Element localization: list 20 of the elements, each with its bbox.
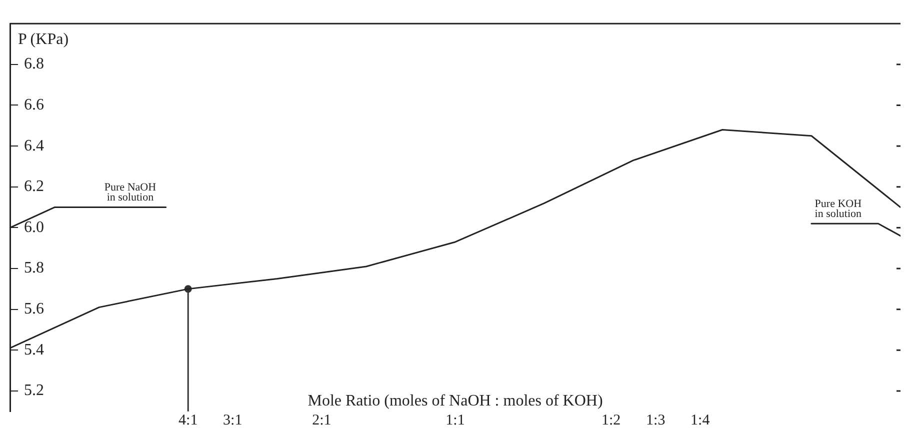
y-tick-label: 6.4 (24, 137, 44, 154)
y-tick-label: 6.8 (24, 56, 44, 73)
y-tick-label: 6.2 (24, 178, 44, 196)
x-tick-label: 2:1 (312, 412, 332, 428)
x-tick-label: 1:4 (690, 412, 710, 428)
x-axis-title: Mole Ratio (moles of NaOH : moles of KOH) (308, 392, 603, 410)
y-tick-label: 6.6 (24, 96, 44, 114)
y-tick-label: 5.2 (24, 382, 44, 400)
annotation: Pure KOH in solution (814, 198, 862, 220)
x-tick-label: 1:2 (602, 412, 621, 428)
x-tick-label: 1:3 (646, 412, 666, 428)
y-tick-label: 5.8 (24, 260, 44, 277)
x-tick-label: 3:1 (223, 412, 242, 428)
y-tick-label: 6.0 (24, 218, 44, 236)
x-tick-label: 4:1 (178, 412, 198, 428)
x-tick-label: 1:1 (446, 412, 465, 428)
annotation: Pure NaOH in solution (104, 182, 156, 204)
y-axis-title: P (KPa) (18, 30, 69, 48)
y-tick-label: 5.4 (24, 341, 44, 358)
y-tick-label: 5.6 (24, 300, 44, 318)
